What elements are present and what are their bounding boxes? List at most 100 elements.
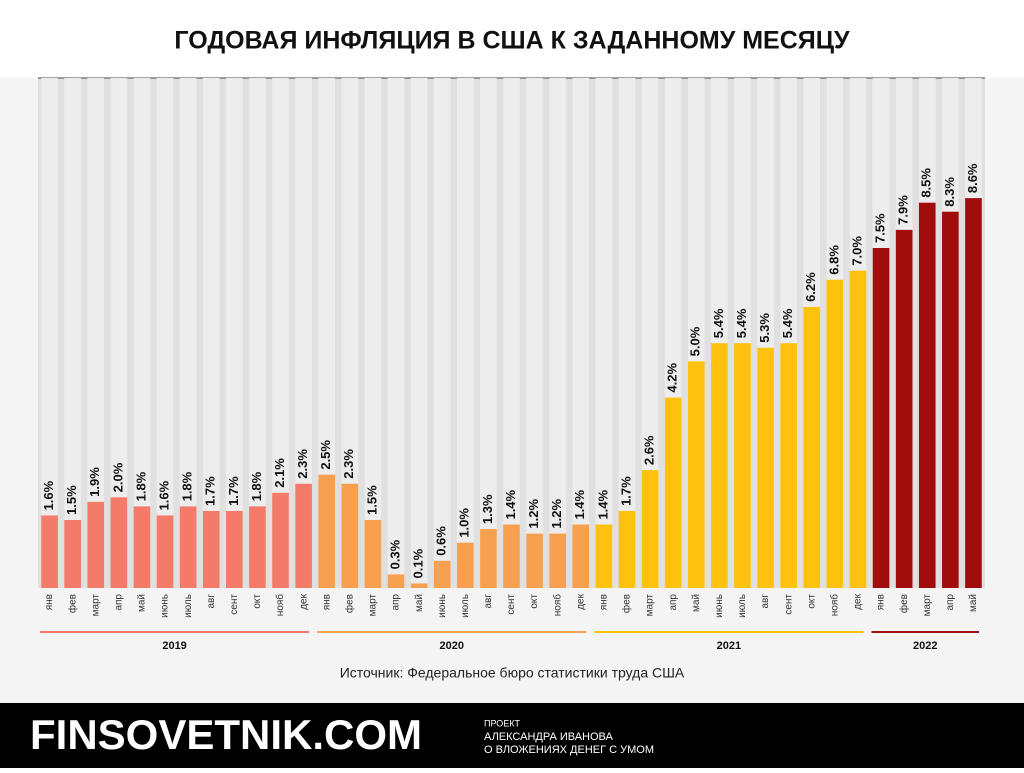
bar [942, 211, 959, 588]
value-label: 1.5% [364, 485, 379, 515]
x-tick-label: май [691, 594, 702, 612]
x-tick-label: янв [599, 594, 610, 610]
stripe [64, 78, 81, 588]
value-label: 8.3% [942, 177, 957, 207]
x-tick-label: авг [760, 594, 771, 609]
bar [202, 510, 220, 588]
x-tick-label: сент [229, 594, 240, 615]
stripe [156, 78, 174, 588]
bar [526, 533, 543, 588]
stripe [364, 78, 382, 588]
x-tick-label: март [645, 594, 656, 617]
x-tick-label: янв [321, 594, 332, 610]
bar [456, 542, 474, 588]
footer-line: О ВЛОЖЕНИЯХ ДЕНЕГ С УМОМ [484, 744, 654, 756]
value-label: 2.5% [318, 440, 333, 470]
stripe [179, 78, 197, 588]
x-tick-label: июнь [160, 594, 171, 618]
x-tick-label: апр [945, 594, 956, 611]
bar [503, 524, 520, 588]
bar [341, 483, 359, 588]
stripe [295, 78, 312, 588]
bar [410, 583, 428, 588]
x-tick-label: март [922, 594, 933, 617]
legend-label: 2019 [162, 640, 186, 652]
x-tick-label: нояб [274, 594, 286, 616]
bar [318, 474, 336, 588]
bar [156, 515, 174, 588]
x-tick-label: нояб [551, 594, 563, 616]
value-label: 1.9% [87, 467, 102, 497]
value-label: 1.4% [503, 489, 518, 519]
bar [826, 279, 844, 588]
x-tick-label: июнь [714, 594, 725, 618]
bar [41, 515, 58, 588]
stripe [618, 78, 636, 588]
value-label: 8.6% [965, 163, 980, 193]
x-tick-label: март [90, 594, 101, 617]
value-label: 4.2% [665, 363, 680, 393]
value-label: 2.3% [295, 449, 310, 479]
bar [87, 501, 105, 588]
bar [179, 506, 197, 588]
stripe [272, 78, 289, 588]
value-label: 1.2% [549, 499, 564, 529]
bar [572, 524, 590, 588]
legend-label: 2021 [717, 640, 741, 652]
footer-bg [0, 703, 1024, 768]
brand: FINSOVETNIK.COM [30, 711, 422, 758]
footer-line: АЛЕКСАНДРА ИВАНОВА [484, 731, 614, 743]
x-tick-label: апр [668, 594, 679, 611]
bar [664, 397, 682, 588]
value-label: 5.4% [734, 308, 749, 338]
x-tick-label: окт [806, 594, 817, 609]
stripe [433, 78, 451, 588]
bar [110, 497, 128, 588]
bar [734, 343, 751, 588]
footer-line: ПРОЕКТ [484, 718, 521, 728]
stripe [110, 78, 128, 588]
stripe [595, 78, 613, 588]
value-label: 1.8% [180, 471, 195, 501]
bar [595, 524, 613, 588]
value-label: 8.5% [919, 168, 934, 198]
value-label: 1.6% [41, 480, 56, 510]
value-label: 0.6% [434, 526, 449, 556]
x-tick-label: окт [252, 594, 263, 609]
x-tick-label: янв [876, 594, 887, 610]
bar [687, 361, 705, 588]
x-tick-label: авг [206, 594, 217, 609]
stripe [226, 78, 243, 588]
x-tick-label: июнь [437, 594, 448, 618]
value-label: 2.0% [110, 462, 125, 492]
stripe [41, 78, 58, 588]
value-label: 1.8% [249, 471, 264, 501]
value-label: 5.4% [780, 308, 795, 338]
x-tick-label: нояб [829, 594, 841, 616]
value-label: 5.3% [757, 313, 772, 343]
header-bg [0, 0, 1024, 78]
x-tick-label: дек [298, 593, 309, 609]
stripe [480, 78, 497, 588]
stripe [549, 78, 567, 588]
bar [295, 483, 312, 588]
x-tick-label: июль [737, 594, 748, 618]
value-label: 2.1% [272, 458, 287, 488]
bar [226, 510, 243, 588]
legend-label: 2020 [440, 640, 464, 652]
x-tick-label: сент [506, 594, 517, 615]
bar [387, 574, 405, 588]
stripe [133, 78, 151, 588]
bar [133, 506, 151, 588]
bar [965, 198, 982, 588]
bar [849, 270, 867, 588]
value-label: 2.3% [341, 449, 356, 479]
bar [803, 306, 821, 588]
value-label: 0.3% [387, 539, 402, 569]
stripe [202, 78, 220, 588]
value-label: 1.3% [480, 494, 495, 524]
stripe [641, 78, 659, 588]
value-label: 0.1% [411, 548, 426, 578]
stripe [526, 78, 543, 588]
bar [918, 202, 936, 588]
